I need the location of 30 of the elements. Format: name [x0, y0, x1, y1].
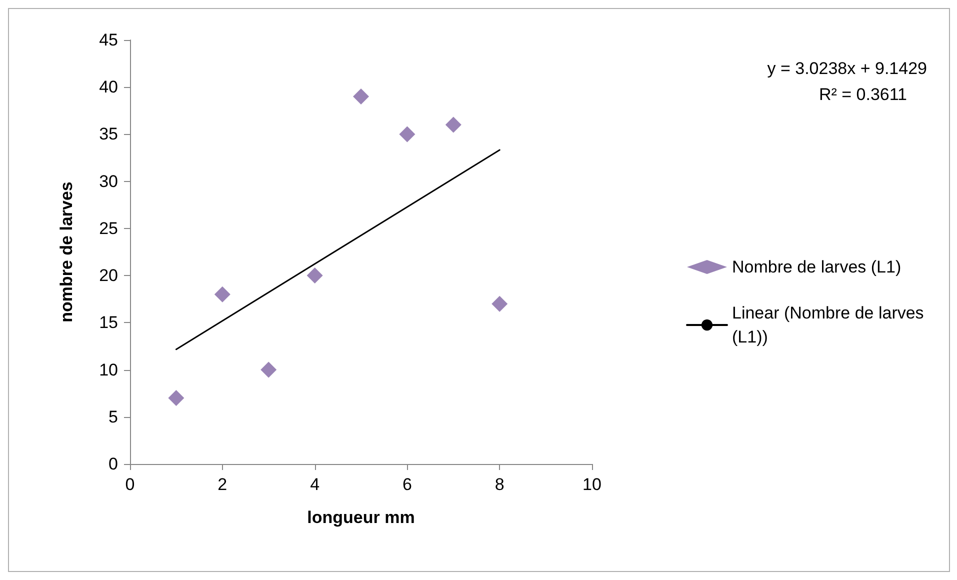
x-tick-label: 6 — [402, 475, 412, 494]
x-tick-label: 10 — [582, 475, 602, 494]
y-tick-label: 30 — [99, 172, 118, 191]
point — [214, 286, 230, 302]
text: y = 3.0238x + 9.1429 — [767, 59, 928, 78]
y-tick-label: 45 — [99, 30, 118, 50]
point — [445, 116, 462, 133]
y-tick-label: 10 — [99, 360, 118, 380]
y-tick-label: 25 — [99, 218, 118, 238]
y-tick-label: 35 — [99, 124, 118, 144]
point — [353, 88, 369, 105]
point — [260, 362, 277, 378]
y-tick-label: 20 — [99, 266, 118, 286]
point — [306, 268, 323, 284]
point — [399, 126, 416, 142]
x-tick-label: 0 — [125, 475, 135, 494]
y-axis-title: nombre de larves — [57, 182, 76, 322]
point — [168, 390, 184, 406]
x-axis-title: longueur mm — [307, 508, 415, 527]
x-tick-label: 8 — [494, 475, 504, 494]
text: R² = 0.3611 — [818, 85, 907, 104]
point — [492, 296, 508, 312]
legend-label: Nombre de larves (L1) — [732, 258, 902, 276]
y-tick-label: 5 — [108, 407, 118, 426]
legend-label: Linear (Nombre de larves (L1)) — [732, 304, 929, 346]
y-tick-label: 15 — [99, 313, 118, 332]
y-tick-label: 40 — [99, 78, 118, 97]
y-tick-label: 0 — [108, 454, 118, 474]
x-tick-label: 4 — [310, 475, 320, 494]
x-tick-label: 2 — [218, 475, 228, 494]
